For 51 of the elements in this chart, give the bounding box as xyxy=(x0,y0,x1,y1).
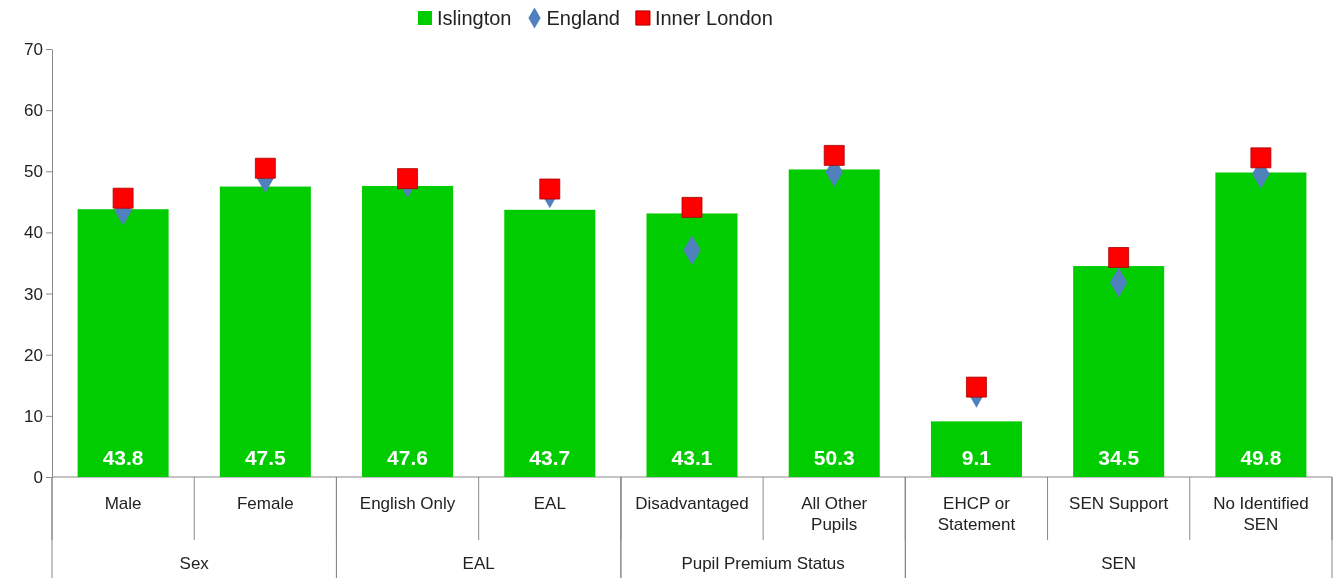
y-tick-label: 70 xyxy=(24,39,43,59)
y-tick-label: 60 xyxy=(24,101,43,121)
y-tick-label: 0 xyxy=(33,467,43,487)
x-tick-label: Disadvantaged xyxy=(635,494,749,513)
data-label: 9.1 xyxy=(961,446,992,469)
bar xyxy=(362,185,454,477)
y-tick-label: 50 xyxy=(24,162,43,182)
y-tick-label: 30 xyxy=(24,284,43,304)
legend-label: Islington xyxy=(437,7,512,29)
data-label: 43.8 xyxy=(102,446,144,469)
bar xyxy=(788,169,880,477)
data-label: 47.6 xyxy=(387,446,428,469)
bar xyxy=(1073,266,1165,477)
y-tick-label: 10 xyxy=(24,406,43,426)
data-label: 47.5 xyxy=(244,446,287,469)
bar xyxy=(219,186,311,477)
x-tick-label: All Other Pupils xyxy=(801,494,868,534)
data-label: 50.3 xyxy=(813,446,855,469)
data-label: 34.5 xyxy=(1098,446,1140,469)
y-tick-label: 20 xyxy=(24,345,43,365)
bar xyxy=(930,421,1022,477)
x-tick-label: SEN Support xyxy=(1069,494,1169,513)
text: EAL xyxy=(462,554,495,573)
x-tick-label: EAL xyxy=(533,494,566,513)
x-tick-label: English Only xyxy=(359,494,456,513)
data-label: 49.8 xyxy=(1240,446,1282,469)
point xyxy=(1108,247,1130,268)
point xyxy=(823,144,845,166)
point xyxy=(254,157,276,179)
point xyxy=(966,376,987,398)
text: SEN xyxy=(1101,554,1137,573)
x-tick-label: EHCP or Statement xyxy=(937,494,1016,534)
point xyxy=(681,196,703,218)
x-tick-label: No Identified SEN xyxy=(1213,494,1309,534)
x-tick-label: Female xyxy=(236,494,294,513)
bar xyxy=(504,209,596,477)
point xyxy=(1250,147,1272,169)
text: Pupil Premium Status xyxy=(681,554,845,573)
point xyxy=(397,168,418,190)
legend-label: England xyxy=(546,7,620,29)
legend-label: Inner London xyxy=(654,7,773,29)
x-tick-label: Male xyxy=(104,494,142,513)
text: Sex xyxy=(179,554,210,573)
bar xyxy=(646,213,738,477)
data-label: 43.1 xyxy=(671,446,713,469)
data-label: 43.7 xyxy=(529,446,571,469)
point xyxy=(112,187,134,209)
y-tick-label: 40 xyxy=(24,223,43,243)
bar xyxy=(77,209,169,477)
point xyxy=(539,178,561,200)
bar xyxy=(1215,172,1307,477)
